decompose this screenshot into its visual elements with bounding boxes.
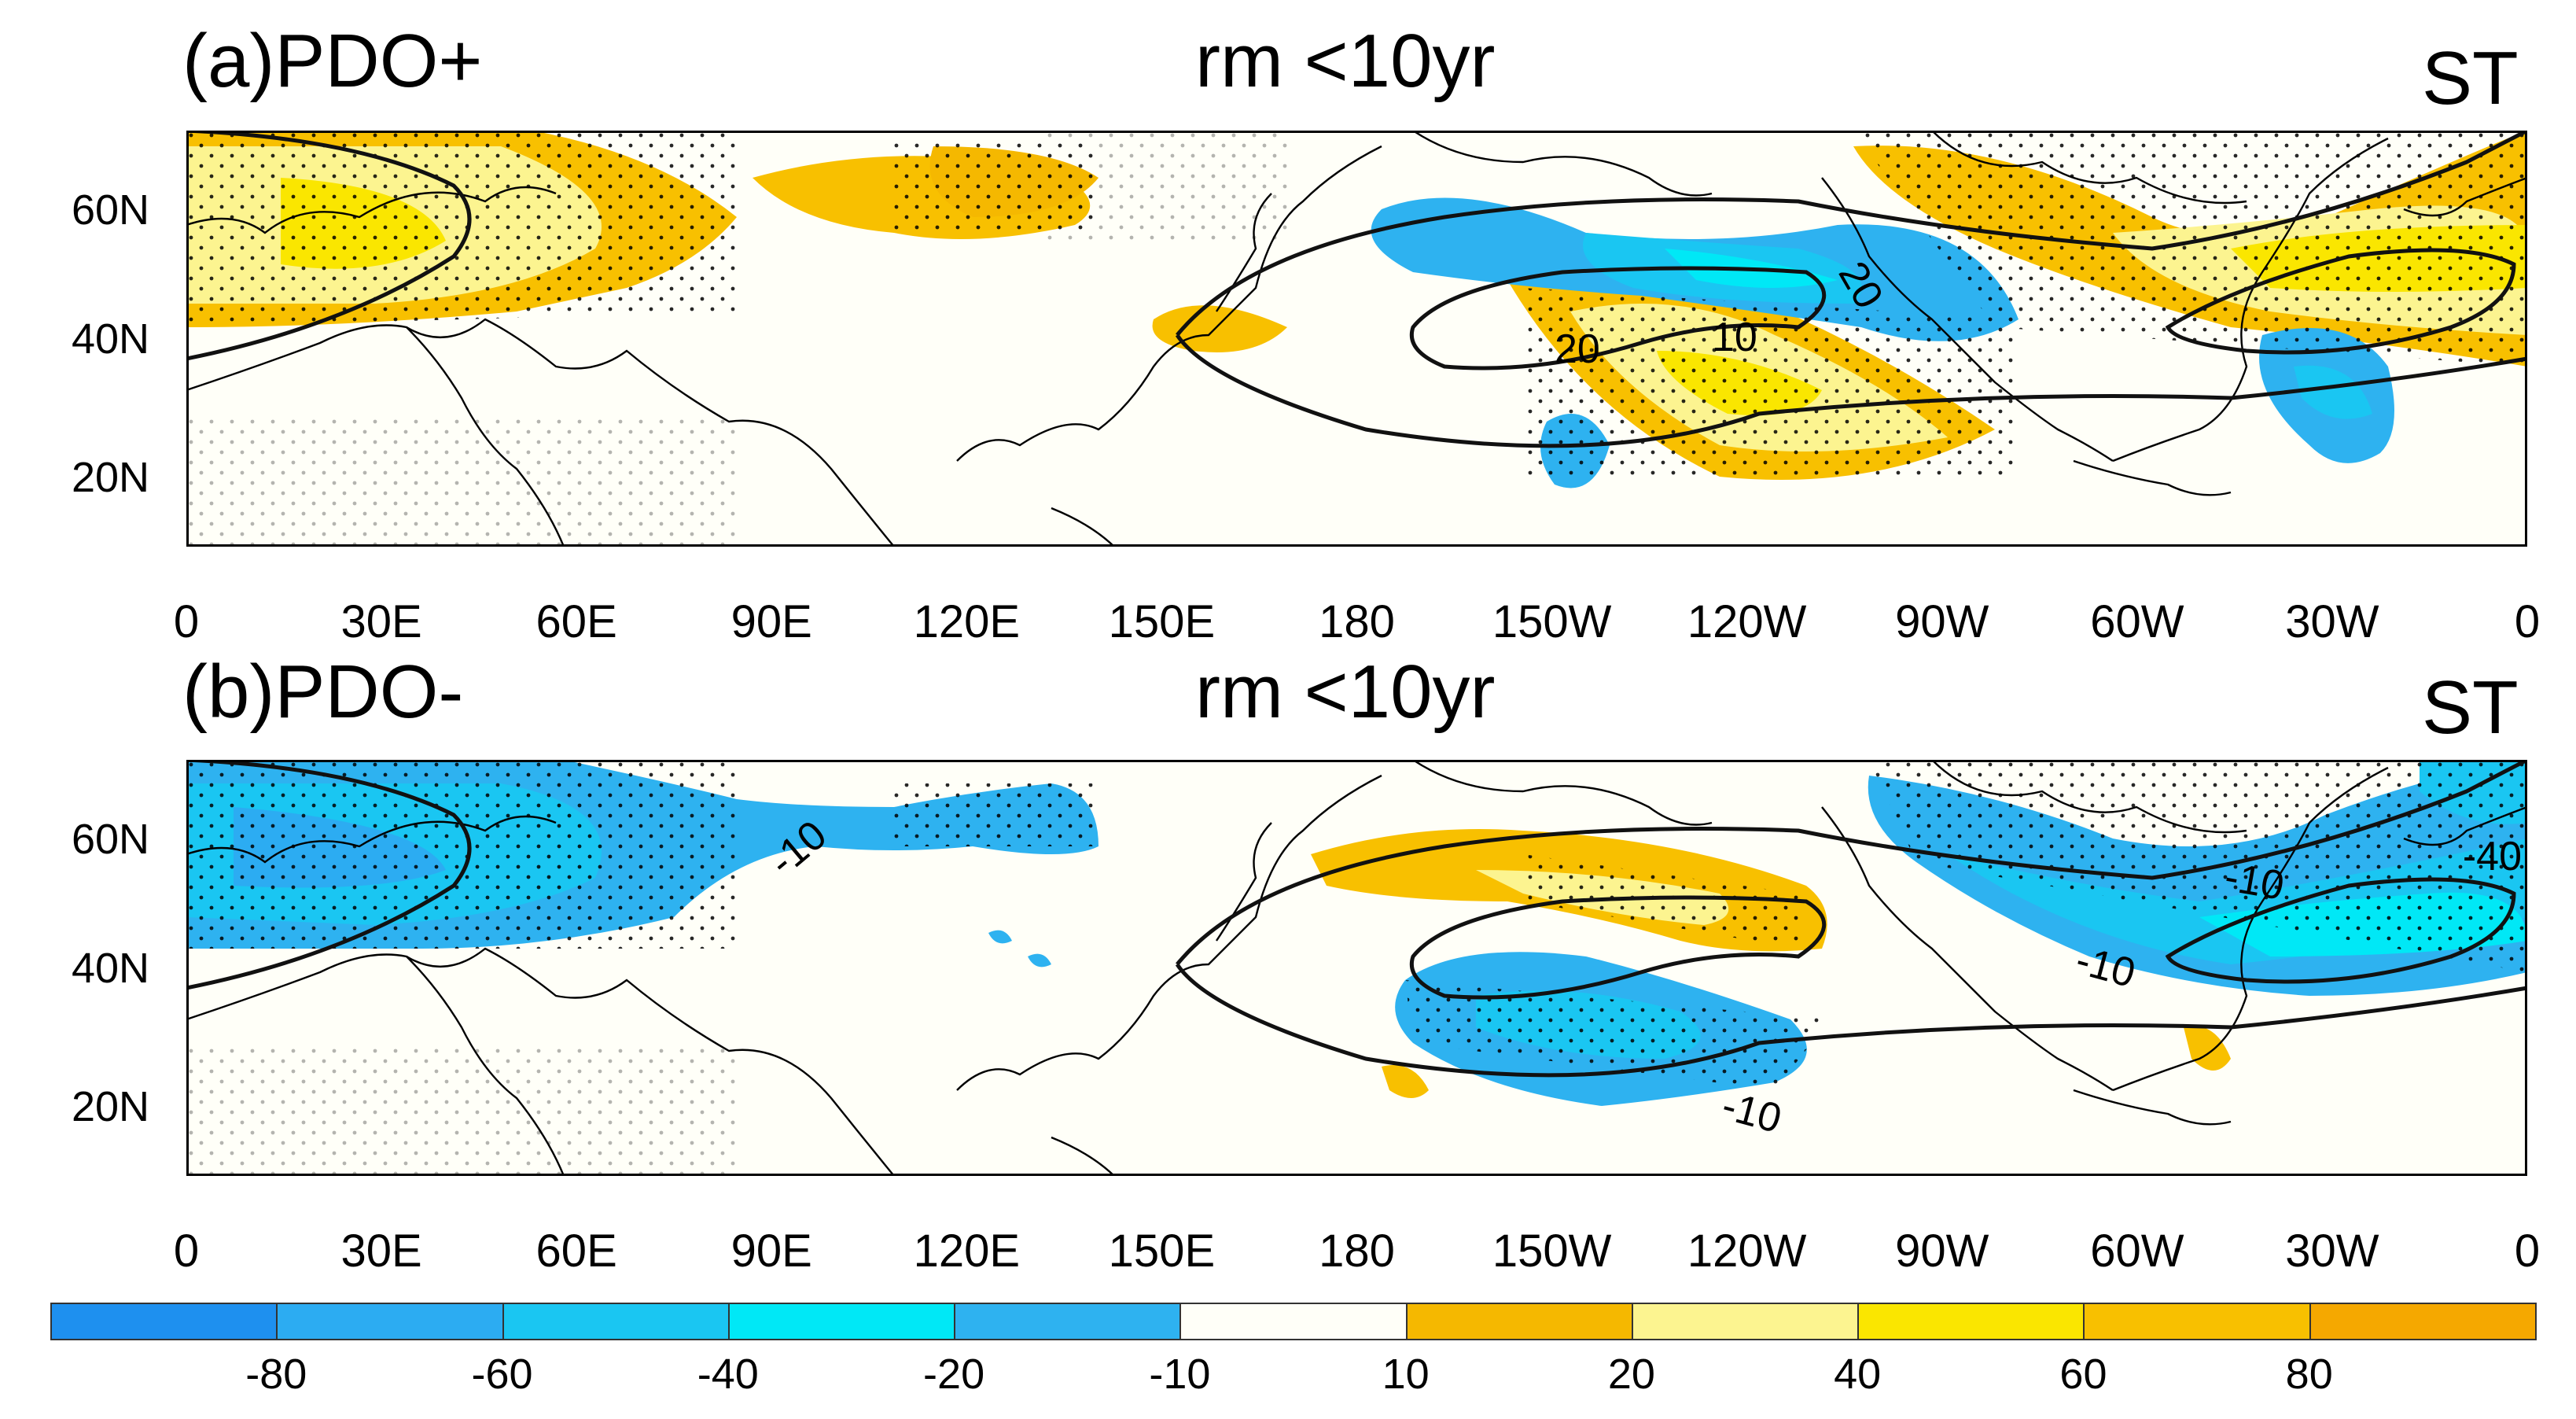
panel-a-coastlines bbox=[186, 131, 2527, 547]
panel-a-lon-label: 150E bbox=[1108, 596, 1216, 647]
panel-a-lon-label: 60E bbox=[535, 596, 617, 647]
panel-a-lon-label: 60W bbox=[2090, 596, 2184, 647]
panel-b-lon-label: 60W bbox=[2090, 1226, 2184, 1277]
colorbar-label: -20 bbox=[923, 1351, 985, 1398]
panel-a-lat-20n: 20N bbox=[71, 454, 149, 501]
panel-a-lon-label: 90W bbox=[1895, 596, 1989, 647]
panel-b-center-title: rm <10yr bbox=[1195, 650, 1496, 734]
panel-b-lon-label: 0 bbox=[173, 1226, 200, 1277]
panel-b-lon-label: 60E bbox=[535, 1226, 617, 1277]
colorbar-segment bbox=[50, 1303, 278, 1340]
panel-b-lon-label: 90W bbox=[1895, 1226, 1989, 1277]
panel-b-label: (b)PDO- bbox=[182, 650, 464, 734]
panel-b-stippling bbox=[186, 760, 2527, 1176]
colorbar-segment bbox=[1405, 1303, 1633, 1340]
panel-b-lon-label: 120E bbox=[913, 1226, 1021, 1277]
panel-a-lon-label: 90E bbox=[730, 596, 812, 647]
panel-b-lon-label: 150W bbox=[1492, 1226, 1612, 1277]
panel-a-lon-label: 120E bbox=[913, 596, 1021, 647]
panel-b-lon-label: 0 bbox=[2514, 1226, 2541, 1277]
panel-a-lat-40n: 40N bbox=[71, 315, 149, 363]
panel-b-map-svg: -10 -10 -10 -10 -40 bbox=[186, 760, 2527, 1176]
panel-a-label: (a)PDO+ bbox=[182, 19, 483, 103]
panel-b-lon-label: 90E bbox=[730, 1226, 812, 1277]
panel-b-lat-20n: 20N bbox=[71, 1083, 149, 1130]
panel-b-lon-label: 120W bbox=[1687, 1226, 1807, 1277]
colorbar-segment bbox=[276, 1303, 504, 1340]
colorbar-segment bbox=[1631, 1303, 1860, 1340]
colorbar-label: 20 bbox=[1607, 1351, 1655, 1398]
panel-a-map: 20 20 10 bbox=[186, 131, 2527, 547]
panel-a-map-svg: 20 20 10 bbox=[186, 131, 2527, 547]
colorbar-segment bbox=[954, 1303, 1182, 1340]
panel-b-contour-label: -40 bbox=[2463, 834, 2522, 879]
panel-a-lon-label: 30W bbox=[2285, 596, 2379, 647]
panel-b-contours bbox=[186, 760, 2527, 1078]
colorbar-segment bbox=[2309, 1303, 2537, 1340]
panel-a-lon-label: 180 bbox=[1319, 596, 1395, 647]
panel-b-lon-label: 30E bbox=[340, 1226, 422, 1277]
panel-b-contour-label: -10 bbox=[2221, 854, 2287, 909]
panel-b-lon-label: 30W bbox=[2285, 1226, 2379, 1277]
colorbar-label: 10 bbox=[1382, 1351, 1430, 1398]
panel-a-lat-60n: 60N bbox=[71, 186, 149, 234]
colorbar-label: 60 bbox=[2059, 1351, 2107, 1398]
panel-b-lon-label: 180 bbox=[1319, 1226, 1395, 1277]
panel-a-stippling bbox=[186, 131, 2527, 547]
colorbar-label: 80 bbox=[2285, 1351, 2333, 1398]
panel-a-contour-label: 20 bbox=[1555, 326, 1600, 372]
panel-b-coastlines bbox=[186, 760, 2527, 1176]
colorbar-label: -60 bbox=[471, 1351, 533, 1398]
colorbar-segment bbox=[1857, 1303, 2085, 1340]
colorbar-segment bbox=[727, 1303, 956, 1340]
panel-a-right-title: ST bbox=[2422, 36, 2519, 120]
panel-a-lon-label: 120W bbox=[1687, 596, 1807, 647]
panel-b-lon-label: 150E bbox=[1108, 1226, 1216, 1277]
colorbar-label: -80 bbox=[245, 1351, 307, 1398]
panel-a-center-title: rm <10yr bbox=[1195, 19, 1496, 103]
colorbar-segment bbox=[2083, 1303, 2311, 1340]
panel-a-lon-label: 0 bbox=[173, 596, 200, 647]
panel-b-lat-60n: 60N bbox=[71, 816, 149, 863]
panel-b-map: -10 -10 -10 -10 -40 bbox=[186, 760, 2527, 1176]
colorbar-segment bbox=[502, 1303, 730, 1340]
panel-a-lon-label: 0 bbox=[2514, 596, 2541, 647]
panel-a-lon-label: 30E bbox=[340, 596, 422, 647]
panel-a-contours bbox=[186, 131, 2527, 448]
panel-a-lon-label: 150W bbox=[1492, 596, 1612, 647]
panel-b-lat-40n: 40N bbox=[71, 945, 149, 992]
colorbar-segment bbox=[1179, 1303, 1408, 1340]
panel-b-right-title: ST bbox=[2422, 665, 2519, 750]
colorbar-label: 40 bbox=[1834, 1351, 1882, 1398]
colorbar-label: -10 bbox=[1149, 1351, 1211, 1398]
colorbar-label: -40 bbox=[697, 1351, 759, 1398]
panel-a-contour-label: 10 bbox=[1712, 315, 1757, 360]
